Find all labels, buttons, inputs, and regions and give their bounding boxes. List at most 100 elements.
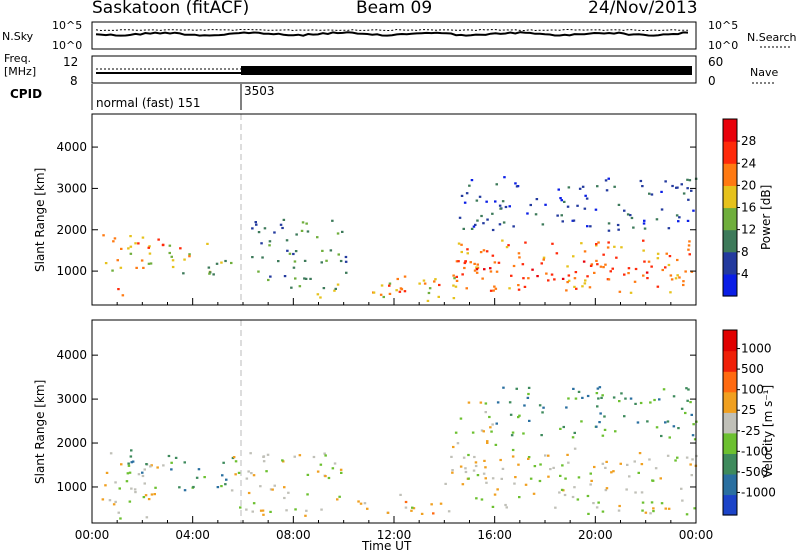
power-mark <box>277 260 280 263</box>
power-mark <box>267 278 270 282</box>
power-mark <box>503 176 506 179</box>
power-mark <box>220 261 223 264</box>
power-mark <box>648 192 651 195</box>
velocity-mark <box>603 428 607 431</box>
power-colorbar-swatch <box>723 185 737 209</box>
velocity-mark <box>641 501 645 504</box>
velocity-mark <box>183 461 186 464</box>
velocity-mark <box>483 459 486 462</box>
power-mark <box>674 277 678 280</box>
power-colorbar-swatch <box>723 273 737 297</box>
velocity-mark <box>283 486 286 489</box>
velocity-mark <box>564 477 567 480</box>
power-mark <box>632 226 635 229</box>
power-mark <box>575 287 578 290</box>
power-mark <box>396 277 399 281</box>
power-mark <box>398 290 402 293</box>
power-mark <box>559 197 562 200</box>
power-mark <box>642 239 645 242</box>
velocity-mark <box>518 414 521 417</box>
nave-tick-bottom: 0 <box>708 74 716 88</box>
power-mark <box>560 199 563 202</box>
power-mark <box>680 183 683 186</box>
power-mark <box>576 204 579 207</box>
power-mark <box>551 242 554 245</box>
velocity-mark <box>316 470 320 473</box>
power-mark <box>667 227 671 230</box>
velocity-mark <box>490 430 493 433</box>
power-mark <box>300 229 304 232</box>
velocity-mark <box>684 411 687 415</box>
velocity-mark <box>271 488 274 491</box>
velocity-mark <box>676 456 679 459</box>
power-mark <box>188 253 191 256</box>
power-mark <box>613 245 616 248</box>
velocity-mark <box>672 425 676 428</box>
velocity-colorbar-frame <box>722 329 738 516</box>
velocity-mark <box>527 457 530 460</box>
power-mark <box>466 248 469 251</box>
velocity-mark <box>501 467 505 470</box>
velocity-mark <box>153 493 156 496</box>
velocity-mark <box>571 436 575 439</box>
power-mark <box>589 264 593 267</box>
velocity-mark <box>540 434 543 437</box>
velocity-mark <box>259 509 263 512</box>
power-mark <box>682 283 685 287</box>
power-mark <box>593 271 596 274</box>
power-mark <box>134 242 137 245</box>
velocity-mark <box>399 493 402 496</box>
velocity-mark <box>628 475 631 478</box>
velocity-colorbar-swatch <box>723 453 737 475</box>
velocity-mark <box>566 453 569 456</box>
power-mark <box>460 243 463 246</box>
velocity-mark <box>150 493 154 496</box>
power-mark <box>507 244 510 247</box>
velocity-mark <box>245 508 248 511</box>
power-mark <box>491 212 494 215</box>
velocity-mark <box>467 453 470 457</box>
power-mark <box>688 240 691 243</box>
power-mark <box>316 293 320 296</box>
velocity-mark <box>604 489 608 492</box>
power-mark <box>380 284 384 287</box>
power-mark <box>293 260 297 263</box>
power-mark <box>135 266 138 269</box>
power-mark <box>688 179 692 182</box>
power-mark <box>682 280 685 283</box>
power-mark <box>141 236 145 239</box>
power-mark <box>502 221 506 224</box>
power-mark <box>510 274 513 277</box>
velocity-mark <box>225 478 228 481</box>
power-mark <box>292 266 296 269</box>
power-mark <box>325 259 328 262</box>
power-mark <box>423 282 427 285</box>
power-mark <box>288 252 292 255</box>
power-mark <box>463 201 467 204</box>
velocity-mark <box>527 392 530 396</box>
power-mark <box>582 260 586 263</box>
velocity-mark <box>456 442 460 445</box>
power-mark <box>615 256 618 259</box>
power-mark <box>257 270 260 273</box>
power-mark <box>290 286 293 289</box>
power-scatter-marks <box>102 176 698 302</box>
velocity-mark <box>480 498 484 501</box>
velocity-mark <box>559 427 562 430</box>
velocity-xtick-label: 00:00 <box>75 528 110 542</box>
velocity-mark <box>596 387 600 390</box>
velocity-mark <box>636 421 640 424</box>
velocity-mark <box>617 509 621 512</box>
velocity-mark <box>464 467 467 470</box>
velocity-mark <box>538 404 542 407</box>
velocity-mark <box>524 483 528 486</box>
power-mark <box>573 277 577 280</box>
power-mark <box>457 260 460 263</box>
power-mark <box>581 185 585 188</box>
power-mark <box>647 260 651 263</box>
power-mark <box>491 254 495 257</box>
power-mark <box>455 275 458 278</box>
velocity-mark <box>283 496 286 500</box>
power-mark <box>111 269 114 272</box>
